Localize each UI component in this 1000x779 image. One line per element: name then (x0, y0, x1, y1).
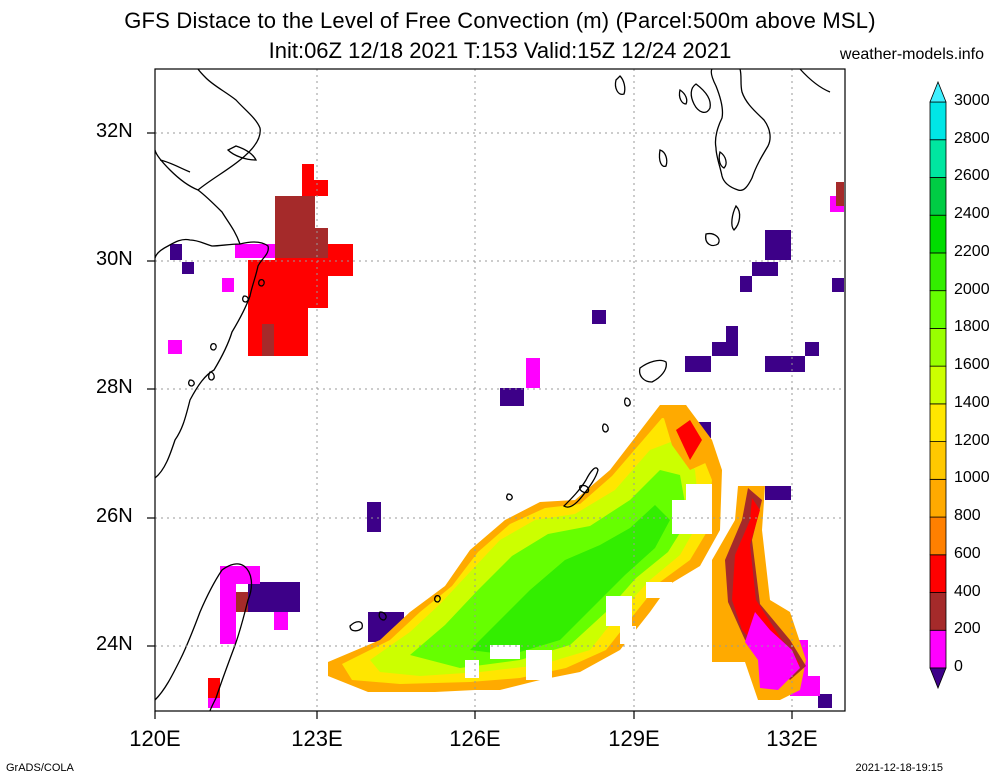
colorbar-box (929, 441, 947, 480)
colorbar-label: 2600 (954, 167, 990, 185)
lat-tick-label: 30N (96, 248, 133, 270)
colorbar-label: 1000 (954, 469, 990, 487)
colorbar-label: 800 (954, 507, 981, 525)
colorbar-box (929, 516, 947, 556)
colorbar-box (929, 478, 947, 518)
colorbar-label: 0 (954, 658, 963, 675)
lon-tick-label: 132E (766, 726, 818, 751)
lat-tick-label: 24N (96, 633, 133, 655)
lat-tick-label: 32N (96, 120, 133, 142)
lat-tick-label: 28N (96, 376, 133, 398)
colorbar-box (929, 214, 947, 254)
colorbar-box (929, 327, 947, 367)
field-brown (236, 182, 844, 612)
colorbar-under-triangle (929, 667, 947, 690)
colorbar-label: 2400 (954, 205, 990, 223)
tick-marks (147, 132, 793, 719)
colorbar-label: 1800 (954, 318, 990, 336)
colorbar-label: 600 (954, 544, 981, 562)
colorbar-box (929, 252, 947, 292)
colorbar-box (929, 177, 947, 216)
colorbar-box (929, 629, 947, 669)
colorbar-label: 1200 (954, 431, 990, 449)
colorbar-box (929, 554, 947, 593)
chart-title: GFS Distace to the Level of Free Convect… (124, 8, 876, 33)
colorbar-label: 1400 (954, 393, 990, 411)
map-frame (154, 68, 846, 712)
lon-tick-label: 120E (129, 726, 181, 751)
colorbar-box (929, 365, 947, 405)
chart-subtitle: Init:06Z 12/18 2021 T:153 Valid:15Z 12/2… (268, 38, 732, 63)
colorbar-box (929, 101, 947, 141)
colorbar-label: 2000 (954, 280, 990, 298)
field-holes (465, 484, 712, 680)
lat-tick-label: 26N (96, 505, 133, 527)
colorbar-label: 400 (954, 582, 981, 600)
colorbar-label: 200 (954, 620, 981, 638)
colorbar-label: 3000 (954, 92, 990, 109)
source-site: weather-models.info (839, 46, 984, 63)
colorbar-box (929, 592, 947, 631)
footer-credit: GrADS/COLA (6, 762, 74, 774)
colorbar-box (929, 290, 947, 329)
colorbar (929, 80, 947, 690)
colorbar-label: 2800 (954, 129, 990, 147)
coastlines (154, 68, 831, 712)
field-main (328, 405, 806, 700)
lon-tick-label: 123E (291, 726, 343, 751)
lon-tick-label: 126E (449, 726, 501, 751)
footer-timestamp: 2021-12-18-19:15 (855, 762, 943, 774)
colorbar-label: 2200 (954, 242, 990, 260)
grid-lines (155, 69, 845, 711)
colorbar-label: 1600 (954, 356, 990, 374)
colorbar-box (929, 139, 947, 178)
colorbar-box (929, 403, 947, 443)
lon-tick-label: 129E (608, 726, 660, 751)
colorbar-over-triangle (929, 80, 947, 103)
